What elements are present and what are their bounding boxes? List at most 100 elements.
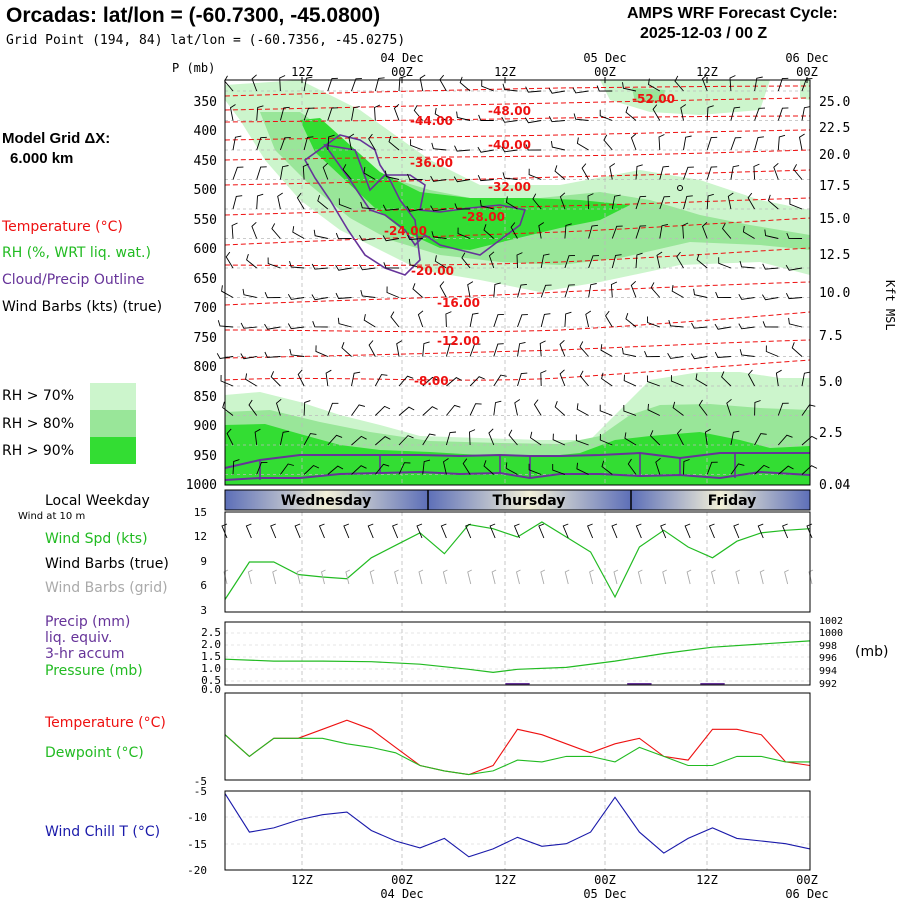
wind-barb — [289, 260, 305, 269]
top-tick-2: 00Z — [391, 65, 413, 79]
wind-barb-grid — [564, 569, 570, 585]
isotherm-label-m36: -36.00 — [410, 156, 453, 170]
temperature-label: Temperature (°C) — [44, 715, 166, 731]
wind-barb — [256, 136, 267, 151]
wind-barb — [279, 137, 291, 151]
wind-barb — [327, 134, 335, 151]
wind-barb — [754, 136, 764, 151]
wind-barb — [646, 375, 660, 387]
pressure-line — [224, 640, 811, 674]
wind-barb — [786, 232, 803, 240]
wind-barb — [625, 106, 637, 121]
wind-barb — [398, 435, 414, 446]
wind-barb — [386, 286, 400, 298]
pressure-tick-1002: 1002 — [819, 616, 843, 627]
wind-barb — [777, 402, 789, 416]
wind-barb — [363, 314, 376, 328]
wind-barb — [359, 264, 376, 271]
wind-barb — [623, 404, 637, 416]
wind-barb — [348, 133, 355, 151]
wind-barb — [659, 224, 668, 239]
wind-barb — [682, 222, 689, 239]
wind-barb — [430, 205, 447, 212]
wind-barb — [454, 203, 471, 210]
top-tick-4: 00Z — [594, 65, 616, 79]
wind-tick-12: 12 — [194, 530, 207, 543]
wind-barb — [524, 117, 542, 124]
cloud-outline-lower — [323, 143, 527, 256]
wind-barb — [762, 294, 779, 301]
wind-barb — [374, 104, 381, 121]
wind-barb — [469, 429, 476, 446]
isotherm-label-m16: -16.00 — [437, 296, 480, 310]
wind-barb — [488, 428, 495, 446]
wind-barb — [730, 106, 741, 121]
dewpoint-label: Dewpoint (°C) — [45, 745, 144, 761]
wind-barb — [765, 345, 779, 357]
weekday-wednesday: Wednesday — [281, 493, 371, 509]
wind-barb — [296, 192, 305, 210]
kft-tick-5: 5.0 — [819, 375, 842, 390]
p-tick-850: 850 — [194, 390, 217, 405]
wind-barb — [683, 195, 693, 210]
wind-barb — [656, 251, 663, 269]
main-y2-axis-label: Kft MSL — [883, 280, 897, 331]
kft-tick-25: 25.0 — [819, 95, 850, 110]
pressure-tick-992: 992 — [819, 679, 837, 690]
wind-barb — [773, 162, 779, 180]
wind-barb — [747, 369, 755, 387]
isotherm-line — [224, 359, 811, 381]
wind-barb — [548, 116, 565, 123]
wind-barb — [695, 373, 708, 387]
wind-barb — [601, 460, 613, 475]
wind-barb — [777, 134, 786, 151]
wind-barb-true — [513, 523, 520, 539]
wind-barb — [297, 369, 305, 387]
wind-barb — [251, 74, 258, 92]
wind-barb — [456, 111, 471, 121]
wind-barb — [785, 264, 803, 271]
wind-speed-label: Wind Spd (kts) — [45, 531, 148, 547]
wind-barb — [539, 340, 546, 357]
wind-barb — [721, 371, 732, 387]
wind-barb-true — [294, 523, 301, 539]
wind-barb — [335, 292, 352, 299]
precip-tick-0.0: 0.0 — [201, 683, 221, 696]
wind-barb — [603, 134, 613, 151]
wind-barb — [683, 135, 692, 151]
wind-barb-grid — [662, 569, 667, 585]
wind-barb — [469, 403, 482, 416]
wind-barb — [240, 353, 257, 360]
wind-barb — [635, 164, 643, 180]
wind-barb — [488, 251, 495, 269]
wind-barb — [528, 168, 542, 180]
precip-label-3: 3-hr accum — [45, 646, 125, 662]
precip-bar — [627, 683, 652, 685]
wind-barb-true — [270, 523, 277, 539]
wind-barb — [501, 116, 518, 123]
kft-tick-12: 12.5 — [819, 248, 850, 263]
top-tick-3: 12Z — [494, 65, 516, 79]
wind-chill-line — [224, 793, 811, 858]
isotherm-label-m52: -52.00 — [632, 92, 675, 106]
wind-barb — [754, 400, 761, 416]
wind-tick-3: 3 — [200, 604, 207, 617]
wind-barb-true — [538, 523, 545, 539]
wind-barb — [550, 141, 566, 151]
wind-barb — [442, 458, 449, 475]
isotherm-line — [224, 97, 811, 111]
main-panel-frame — [224, 79, 811, 486]
pressure-label: Pressure (mb) — [45, 663, 143, 679]
wind-barb — [627, 458, 637, 475]
wind-barb — [256, 461, 268, 475]
wind-tick-6: 6 — [200, 579, 207, 592]
wind-barb — [528, 463, 542, 475]
wind-barb — [327, 465, 344, 475]
wind-barb — [467, 281, 474, 298]
wind-barb — [683, 166, 694, 180]
station-title: Orcadas: lat/lon = (-60.7300, -45.0800) — [6, 4, 380, 27]
wind-barb — [477, 146, 494, 153]
wind-barb — [412, 283, 423, 298]
wind-barb — [599, 109, 613, 121]
top-date-2: 05 Dec — [583, 51, 626, 65]
